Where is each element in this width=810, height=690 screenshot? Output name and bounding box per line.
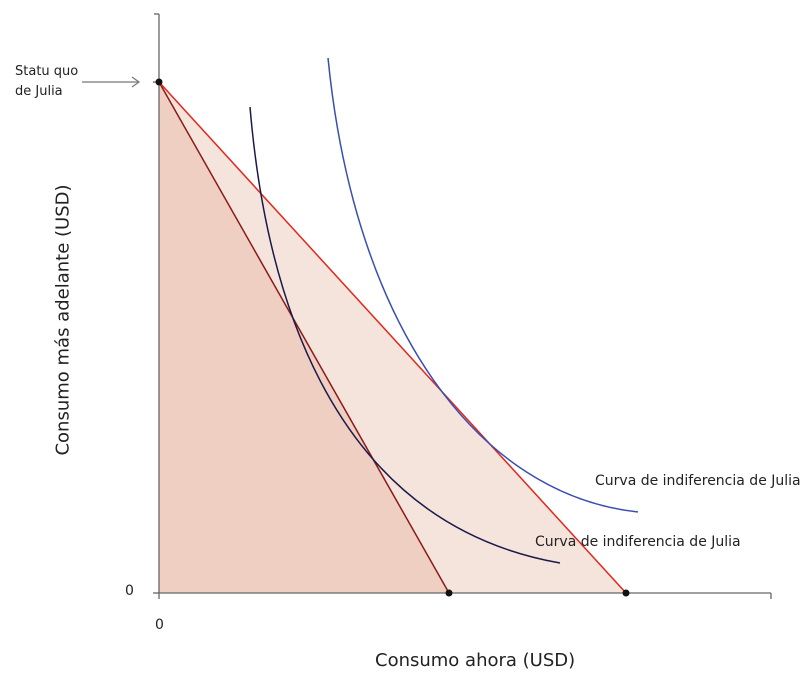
x-intercept-point-2: [622, 589, 630, 597]
x-intercept-point-1: [445, 589, 453, 597]
outer-indifference-curve: [327, 57, 639, 513]
y-axis-label: Consumo más adelante (USD): [52, 184, 74, 456]
arrow-head-icon: [131, 76, 141, 88]
inner-indifference-curve: [249, 106, 561, 564]
x-origin-label: 0: [155, 617, 164, 633]
status-quo-label-1: Statu quo: [15, 64, 79, 79]
inner-curve-label: Curva de indiferencia de Julia: [535, 534, 741, 550]
status-quo-point: [155, 78, 163, 86]
steep-budget-line: [158, 81, 450, 594]
status-quo-label-2: de Julia: [15, 84, 63, 99]
outer-curve-label: Curva de indiferencia de Julia: [595, 473, 801, 489]
x-axis-label: Consumo ahora (USD): [375, 650, 576, 671]
y-origin-label: 0: [125, 583, 134, 599]
budget-line: [158, 81, 627, 594]
